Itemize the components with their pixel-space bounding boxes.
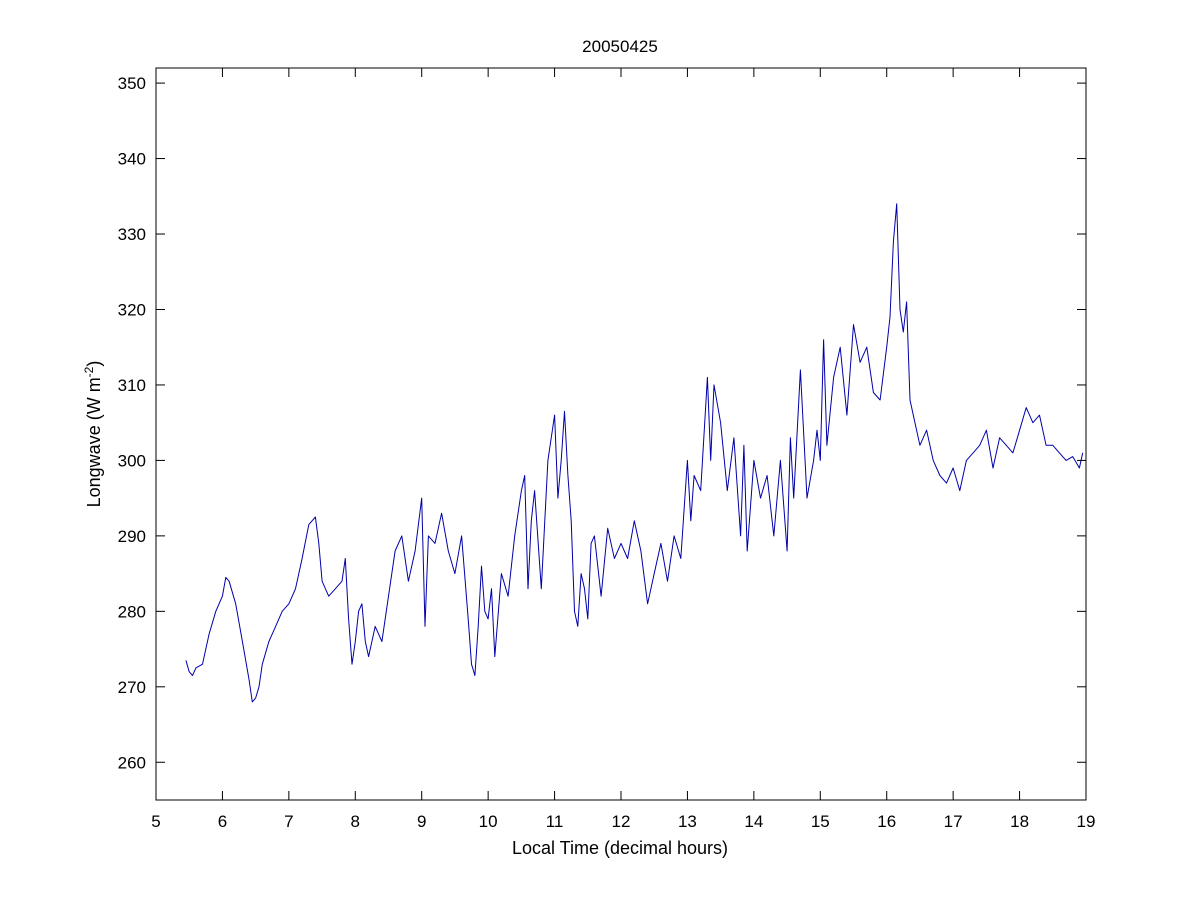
y-axis-label-main: Longwave (W m bbox=[84, 377, 104, 507]
x-tick-label: 14 bbox=[744, 812, 763, 831]
x-tick-label: 5 bbox=[151, 812, 160, 831]
x-tick-label: 18 bbox=[1010, 812, 1029, 831]
x-tick-label: 11 bbox=[546, 812, 564, 831]
x-tick-label: 17 bbox=[944, 812, 963, 831]
y-tick-label: 350 bbox=[118, 74, 146, 93]
x-tick-label: 6 bbox=[218, 812, 227, 831]
x-tick-label: 13 bbox=[678, 812, 697, 831]
series-line bbox=[185, 203, 1084, 703]
x-tick-label: 10 bbox=[479, 812, 498, 831]
y-axis-label-superscript: -2 bbox=[82, 366, 96, 377]
y-tick-label: 330 bbox=[118, 225, 146, 244]
plot-area bbox=[185, 203, 1084, 703]
x-tick-label: 12 bbox=[612, 812, 631, 831]
x-axis-ticks: 5 6 7 8 9 10 11 12 13 14 15 16 17 18 19 bbox=[151, 68, 1095, 831]
y-tick-label: 310 bbox=[118, 376, 146, 395]
y-axis-label: Longwave (W m-2) bbox=[82, 361, 104, 508]
x-tick-label: 7 bbox=[284, 812, 293, 831]
x-tick-label: 19 bbox=[1077, 812, 1096, 831]
y-tick-label: 260 bbox=[118, 753, 146, 772]
x-tick-label: 15 bbox=[811, 812, 830, 831]
y-tick-label: 270 bbox=[118, 678, 146, 697]
x-axis-label: Local Time (decimal hours) bbox=[512, 838, 728, 858]
y-tick-label: 280 bbox=[118, 602, 146, 621]
y-axis-label-suffix: ) bbox=[84, 361, 104, 367]
y-tick-label: 320 bbox=[118, 300, 146, 319]
x-tick-label: 8 bbox=[351, 812, 360, 831]
x-tick-label: 16 bbox=[877, 812, 896, 831]
y-tick-label: 340 bbox=[118, 150, 146, 169]
y-tick-label: 300 bbox=[118, 451, 146, 470]
y-axis-ticks: 260 270 280 290 300 310 320 330 340 350 bbox=[118, 74, 1086, 772]
y-tick-label: 290 bbox=[118, 527, 146, 546]
x-tick-label: 9 bbox=[417, 812, 426, 831]
chart-title: 20050425 bbox=[582, 37, 658, 56]
